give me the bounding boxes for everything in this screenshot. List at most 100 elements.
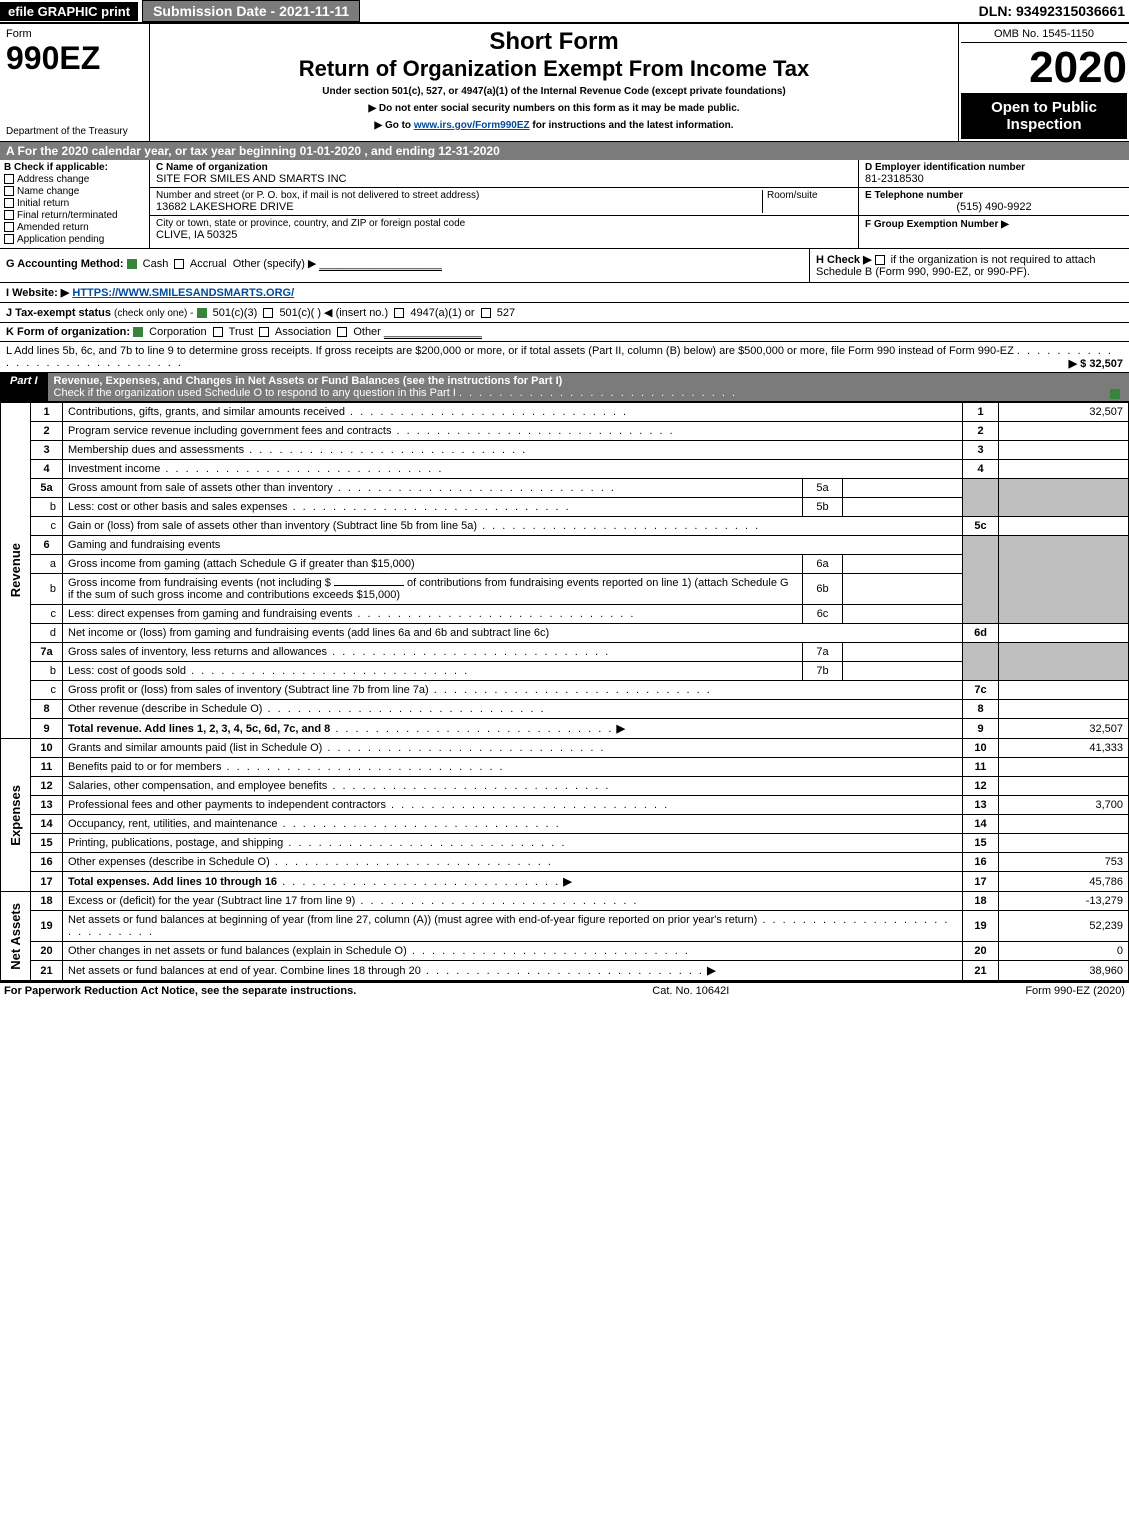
chk-app-pending[interactable]: Application pending bbox=[4, 234, 145, 245]
box-d: D Employer identification number 81-2318… bbox=[859, 160, 1129, 188]
side-label: Expenses bbox=[6, 783, 25, 848]
part1-table: Revenue 1 Contributions, gifts, grants, … bbox=[0, 402, 1129, 981]
dots bbox=[288, 501, 571, 513]
line-num: 8 bbox=[31, 700, 63, 719]
line-desc: Excess or (deficit) for the year (Subtra… bbox=[68, 895, 355, 907]
amount bbox=[999, 834, 1129, 853]
line-k-label: K Form of organization: bbox=[6, 326, 130, 338]
line-num: b bbox=[31, 498, 63, 517]
dots bbox=[333, 482, 616, 494]
line-num: 15 bbox=[31, 834, 63, 853]
line-num: 12 bbox=[31, 777, 63, 796]
line-num: 9 bbox=[31, 719, 63, 739]
line-num: 18 bbox=[31, 892, 63, 911]
amount: 32,507 bbox=[999, 403, 1129, 422]
ref-num: 9 bbox=[963, 719, 999, 739]
dots bbox=[330, 723, 613, 735]
ref-num: 13 bbox=[963, 796, 999, 815]
irs-link[interactable]: www.irs.gov/Form990EZ bbox=[414, 120, 530, 131]
website-link[interactable]: HTTPS://WWW.SMILESANDSMARTS.ORG/ bbox=[72, 287, 294, 299]
inline-box-label: 6b bbox=[803, 574, 843, 605]
ref-num: 2 bbox=[963, 422, 999, 441]
ref-num: 18 bbox=[963, 892, 999, 911]
line-h: H Check ▶ if the organization is not req… bbox=[809, 249, 1129, 282]
table-row: 3 Membership dues and assessments 3 bbox=[1, 441, 1129, 460]
submission-date: Submission Date - 2021-11-11 bbox=[142, 0, 360, 22]
line-l-amount: ▶ $ 32,507 bbox=[1069, 357, 1123, 370]
amount: 3,700 bbox=[999, 796, 1129, 815]
checkbox-icon[interactable] bbox=[127, 259, 137, 269]
dots bbox=[429, 684, 712, 696]
checkbox-icon[interactable] bbox=[875, 255, 885, 265]
checkbox-icon[interactable] bbox=[481, 308, 491, 318]
chk-label-text: Application pending bbox=[17, 234, 104, 245]
dots bbox=[283, 837, 566, 849]
open-public-badge: Open to Public Inspection bbox=[961, 93, 1127, 139]
inline-box-value bbox=[843, 498, 963, 517]
room-suite-label: Room/suite bbox=[762, 190, 852, 213]
goto-post: for instructions and the latest informat… bbox=[530, 120, 734, 131]
box-d-label: D Employer identification number bbox=[865, 162, 1123, 173]
table-row: c Gain or (loss) from sale of assets oth… bbox=[1, 517, 1129, 536]
line-i: I Website: ▶ HTTPS://WWW.SMILESANDSMARTS… bbox=[0, 283, 1129, 303]
dots bbox=[277, 876, 560, 888]
line-desc: Gross profit or (loss) from sales of inv… bbox=[68, 684, 429, 696]
line-num: b bbox=[31, 574, 63, 605]
ref-num: 4 bbox=[963, 460, 999, 479]
checkbox-icon[interactable] bbox=[259, 327, 269, 337]
dots bbox=[186, 665, 469, 677]
line-desc: Net assets or fund balances at end of ye… bbox=[68, 965, 421, 977]
line-g-h: G Accounting Method: Cash Accrual Other … bbox=[0, 249, 1129, 283]
checkbox-icon[interactable] bbox=[213, 327, 223, 337]
ref-num: 5c bbox=[963, 517, 999, 536]
line-num: 2 bbox=[31, 422, 63, 441]
checkbox-icon[interactable] bbox=[174, 259, 184, 269]
amount bbox=[999, 777, 1129, 796]
chk-address-change[interactable]: Address change bbox=[4, 174, 145, 185]
page-footer: For Paperwork Reduction Act Notice, see … bbox=[0, 981, 1129, 999]
line-num: 14 bbox=[31, 815, 63, 834]
checkbox-icon[interactable] bbox=[337, 327, 347, 337]
grey-cell bbox=[999, 536, 1129, 624]
dots bbox=[391, 425, 674, 437]
blank-field[interactable] bbox=[334, 585, 404, 586]
ref-num: 17 bbox=[963, 872, 999, 892]
footer-left: For Paperwork Reduction Act Notice, see … bbox=[4, 985, 356, 997]
other-blank[interactable]: ____________________ bbox=[319, 258, 441, 271]
org-name: SITE FOR SMILES AND SMARTS INC bbox=[156, 173, 852, 185]
checkbox-icon[interactable] bbox=[133, 327, 143, 337]
checkbox-icon[interactable] bbox=[1110, 389, 1120, 399]
return-title: Return of Organization Exempt From Incom… bbox=[154, 56, 954, 82]
dots bbox=[459, 387, 737, 399]
checkbox-icon bbox=[4, 222, 14, 232]
opt-501c3: 501(c)(3) bbox=[213, 307, 258, 319]
goto-line: ▶ Go to www.irs.gov/Form990EZ for instru… bbox=[154, 120, 954, 131]
line-desc: Contributions, gifts, grants, and simila… bbox=[68, 406, 345, 418]
line-desc: Investment income bbox=[68, 463, 160, 475]
chk-final-return[interactable]: Final return/terminated bbox=[4, 210, 145, 221]
chk-initial-return[interactable]: Initial return bbox=[4, 198, 145, 209]
chk-name-change[interactable]: Name change bbox=[4, 186, 145, 197]
checkbox-icon[interactable] bbox=[197, 308, 207, 318]
line-desc: Occupancy, rent, utilities, and maintena… bbox=[68, 818, 278, 830]
chk-amended-return[interactable]: Amended return bbox=[4, 222, 145, 233]
dots bbox=[262, 703, 545, 715]
efile-link[interactable]: efile GRAPHIC print bbox=[0, 2, 138, 21]
checkbox-icon bbox=[4, 198, 14, 208]
dots bbox=[386, 799, 669, 811]
line-desc: Printing, publications, postage, and shi… bbox=[68, 837, 283, 849]
checkbox-icon[interactable] bbox=[394, 308, 404, 318]
arrow-icon: ▶ bbox=[707, 965, 715, 977]
line-desc: Gross sales of inventory, less returns a… bbox=[68, 646, 327, 658]
opt-assoc: Association bbox=[275, 326, 331, 338]
chk-label-text: Initial return bbox=[17, 198, 69, 209]
checkbox-icon[interactable] bbox=[263, 308, 273, 318]
ssn-warning: ▶ Do not enter social security numbers o… bbox=[154, 103, 954, 114]
part1-header: Part I Revenue, Expenses, and Changes in… bbox=[0, 373, 1129, 402]
table-row: Revenue 1 Contributions, gifts, grants, … bbox=[1, 403, 1129, 422]
inline-box-label: 6c bbox=[803, 605, 843, 624]
line-desc: Less: cost of goods sold bbox=[68, 665, 186, 677]
ref-num: 19 bbox=[963, 911, 999, 942]
phone: (515) 490-9922 bbox=[865, 201, 1123, 213]
other-blank[interactable]: ________________ bbox=[384, 326, 482, 339]
